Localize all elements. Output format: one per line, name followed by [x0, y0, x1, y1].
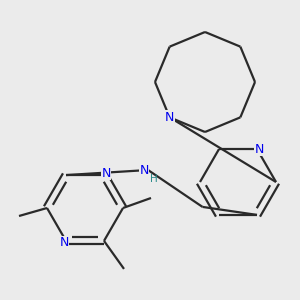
- Text: N: N: [139, 164, 149, 176]
- Text: N: N: [59, 236, 69, 249]
- Text: N: N: [165, 111, 174, 124]
- Text: N: N: [101, 167, 111, 180]
- Text: N: N: [254, 142, 264, 156]
- Text: H: H: [150, 174, 158, 184]
